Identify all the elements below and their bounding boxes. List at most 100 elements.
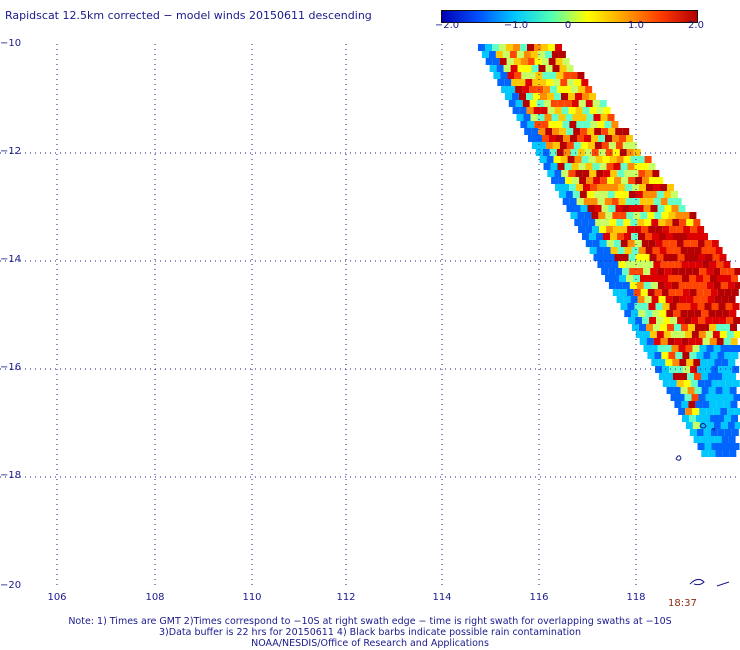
swath-cell [675,352,683,359]
swath-cell [596,247,604,254]
swath-cell [658,359,666,366]
swath-cell [732,303,740,310]
swath-cell [549,149,557,156]
swath-cell [711,380,719,387]
swath-cell [591,212,599,219]
swath-cell [631,233,638,240]
swath-cell [656,254,664,261]
swath-cell [493,72,501,79]
swath-cell [619,149,627,156]
swath-cell [603,170,611,177]
swath-cell [499,58,507,65]
swath-cell [574,156,582,163]
swath-cell [555,121,563,128]
swath-cell [558,114,566,121]
swath-cell [630,296,638,303]
swath-cell [628,191,636,198]
swath-cell [573,142,581,149]
swath-cell [508,86,516,93]
swath-cell [622,128,630,135]
swath-cell [691,317,699,324]
swath-cell [615,282,623,289]
swath-cell [525,79,533,86]
swath-cell [547,107,555,114]
swath-cell [586,177,594,184]
swath-cell [593,177,601,184]
swath-cell [569,198,577,205]
swath-cell [646,338,654,345]
swath-cell [578,163,586,170]
swath-cell [680,373,687,380]
swath-cell [694,373,701,380]
swath-cell [518,79,526,86]
swath-cell [520,44,527,51]
swath-cell [702,324,709,331]
swath-cell [567,156,575,163]
swath-cell [668,275,675,282]
swath-cell [588,156,596,163]
swath-cell [683,240,691,247]
swath-cell [637,296,645,303]
swath-cell [619,135,626,142]
swath-cell [613,240,621,247]
swath-cell [524,65,532,72]
swath-cell [643,282,651,289]
swath-cell [627,226,635,233]
swath-cell [683,380,691,387]
swath-cell [695,401,703,408]
swath-cell [602,156,610,163]
swath-cell [562,121,570,128]
swath-cell [531,142,539,149]
swath-cell [733,394,740,401]
swath-cell [526,93,533,100]
swath-cell [716,261,724,268]
swath-cell [529,86,537,93]
swath-cell [630,156,638,163]
swath-cell [655,240,663,247]
swath-cell [730,324,737,331]
swath-cell [635,177,643,184]
swath-cell [568,93,575,100]
swath-cell [522,100,530,107]
swath-cell [685,268,693,275]
swath-cell [652,247,660,254]
swath-cell [596,107,604,114]
lat-label: −12 [0,146,22,157]
swath-cell [690,380,698,387]
swath-cell [649,317,657,324]
swath-cell [682,415,689,422]
swath-cell [584,212,592,219]
swath-cell [612,149,620,156]
swath-cell [687,387,695,394]
swath-cell [545,128,553,135]
swath-cell [564,163,572,170]
swath-cell [657,205,665,212]
swath-cell [674,261,682,268]
swath-cell [528,135,535,142]
swath-cell [683,303,691,310]
swath-cell [645,233,652,240]
swath-cell [617,247,625,254]
map-plot [0,44,740,587]
swath-cell [682,212,690,219]
swath-cell [542,72,550,79]
swath-cell [627,303,635,310]
swath-cell [709,401,717,408]
swath-cell [628,177,636,184]
swath-cell [630,219,638,226]
swath-cell [691,331,699,338]
colorbar-tick-label: 2.0 [688,20,704,31]
swath-cell [534,121,542,128]
swath-cell [598,149,606,156]
swath-cell [499,44,506,51]
swath-cell [691,254,699,261]
swath-cell [720,345,728,352]
swath-cell [572,114,580,121]
swath-cell [555,44,562,51]
swath-cell [507,72,515,79]
swath-cell [520,58,528,65]
swath-cell [647,352,655,359]
swath-cell [653,184,660,191]
swath-cell [707,296,715,303]
swath-cell [606,163,614,170]
